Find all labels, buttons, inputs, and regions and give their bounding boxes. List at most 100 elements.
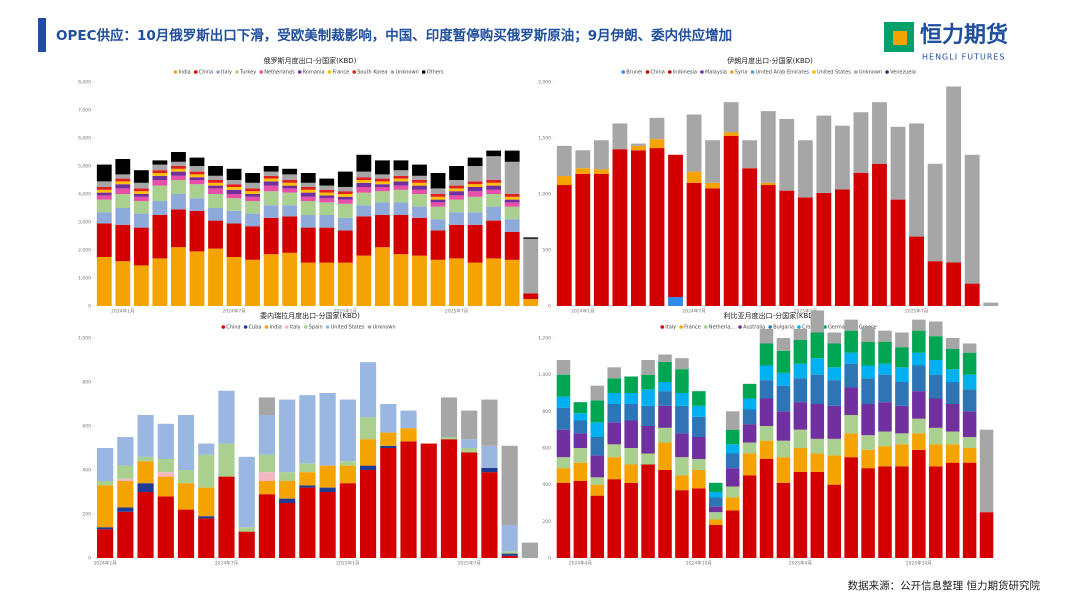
bar-segment [486, 150, 502, 157]
bar-segment [208, 180, 223, 183]
bar-segment [556, 482, 571, 558]
bar-segment [356, 216, 372, 256]
legend-label: Italy [665, 325, 676, 331]
bar-segment [929, 398, 943, 428]
bar-segment [133, 194, 149, 197]
legend-label: Italy [221, 70, 232, 76]
bar-segment [299, 472, 316, 486]
bar-segment [675, 490, 689, 558]
bar-segment [393, 178, 409, 182]
bar-segment [374, 178, 390, 182]
legend-marker [421, 70, 426, 74]
bar-segment [909, 236, 924, 306]
bar-segment [573, 481, 588, 558]
bar-segment [133, 188, 149, 192]
bar-segment [430, 194, 446, 197]
bar-segment [742, 442, 757, 454]
bar-segment [797, 140, 813, 198]
bar-segment [641, 464, 655, 558]
bar-segment [263, 181, 279, 186]
bar-segment [590, 455, 605, 478]
bar-segment [725, 453, 740, 469]
bar-segment [319, 178, 335, 186]
bar-segment [705, 188, 721, 306]
bar-segment [319, 492, 336, 558]
bar-segment [573, 433, 588, 448]
bar-segment [189, 177, 205, 180]
bar-segment [827, 380, 841, 406]
bar-segment [115, 178, 131, 182]
bar-segment [226, 210, 242, 224]
legend-label: Unknown [859, 70, 882, 76]
bar-segment [759, 440, 774, 459]
legend-label: China [226, 325, 240, 331]
bar-segment [467, 224, 483, 263]
legend-label: Spain [309, 325, 323, 331]
bar-segment [152, 173, 168, 176]
bar-segment [238, 456, 255, 528]
bar-segment [226, 189, 242, 194]
bar-segment [400, 428, 417, 442]
bar-segment [189, 180, 205, 185]
bar-segment [393, 202, 409, 215]
bar-segment [793, 471, 808, 558]
bar-segment [263, 175, 279, 179]
bar-segment [692, 416, 706, 437]
bar-segment [171, 247, 186, 306]
legend-label: Turkey [239, 70, 256, 76]
bar-segment [133, 227, 149, 266]
bar-segment [895, 382, 909, 406]
bar-segment [245, 259, 261, 306]
legend-marker [284, 325, 289, 329]
bar-segment [759, 459, 774, 558]
legend-marker [703, 325, 708, 329]
y-tick-label: 2,000 [78, 248, 91, 254]
bar-segment [692, 488, 706, 558]
legend-label: Brunei [626, 70, 642, 76]
bar-segment [760, 185, 776, 306]
bar-segment [675, 433, 689, 458]
bar-segment [467, 196, 483, 213]
x-tick-label: 2025年10月 [906, 560, 932, 567]
bar-segment [412, 182, 427, 186]
bar-segment [319, 195, 335, 199]
bar-segment [590, 437, 605, 456]
bar-segment [590, 477, 605, 485]
bar-segment [189, 184, 205, 199]
bar-segment [319, 215, 335, 228]
bar-segment [356, 180, 372, 183]
bar-segment [359, 439, 377, 466]
y-tick-label: 5,000 [78, 164, 91, 170]
bar-segment [556, 468, 571, 483]
bar-segment [97, 527, 114, 530]
y-tick-label: 0 [548, 556, 551, 562]
bar-segment [420, 443, 437, 558]
bar-segment [157, 476, 174, 497]
bar-segment [501, 445, 518, 525]
bar-segment [467, 191, 483, 197]
bar-segment [962, 437, 977, 448]
bar-segment [853, 112, 869, 173]
x-tick-label: 2025年7月 [905, 308, 928, 315]
bar-segment [115, 261, 131, 306]
bar-segment [337, 230, 353, 263]
legend-marker [768, 325, 773, 329]
bar-segment [374, 187, 390, 192]
bar-segment [816, 115, 832, 193]
bar-segment [590, 385, 605, 401]
bar-segment [400, 410, 417, 429]
bar-segment [430, 188, 446, 194]
bar-segment [912, 319, 926, 331]
bar-segment [962, 411, 977, 437]
legend-label: Syria [735, 70, 748, 76]
bar-segment [810, 404, 825, 439]
bar-segment [878, 330, 892, 342]
x-tick-label: 2024年7月 [222, 308, 245, 315]
bar-segment [245, 226, 261, 260]
bar-segment [709, 519, 723, 525]
legend-label: France [684, 325, 701, 331]
logo: 恒力期货 HENGLI FUTURES [884, 22, 1008, 62]
bar-segment [430, 230, 446, 260]
bar-segment [319, 189, 335, 193]
bar-segment [337, 199, 353, 204]
